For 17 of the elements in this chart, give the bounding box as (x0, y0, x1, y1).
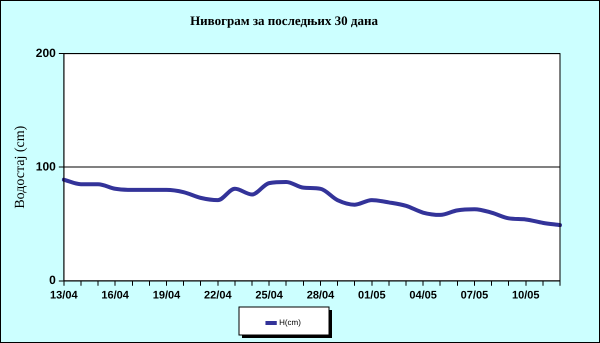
y-tick-label: 200 (36, 46, 56, 60)
x-tick-label: 04/05 (409, 289, 437, 302)
chart-title: Нивограм за последњих 30 дана (190, 13, 378, 28)
y-tick-label: 0 (49, 273, 56, 288)
x-tick-label: 22/04 (204, 289, 232, 302)
x-tick-label: 25/04 (255, 289, 284, 302)
line-series (62, 178, 562, 228)
x-tick-label: 01/05 (358, 289, 386, 302)
x-tick-label: 19/04 (152, 289, 182, 302)
y-axis-title: Водостај (cm) (13, 125, 28, 209)
x-tick-label: 16/04 (101, 289, 130, 302)
x-tick-label: 28/04 (306, 289, 336, 302)
x-tick-label: 07/05 (460, 289, 488, 302)
x-tick-label: 13/04 (50, 289, 78, 302)
legend-label: H(cm) (279, 318, 302, 328)
y-tick-label: 100 (36, 160, 56, 174)
x-tick-label: 10/05 (512, 289, 540, 302)
